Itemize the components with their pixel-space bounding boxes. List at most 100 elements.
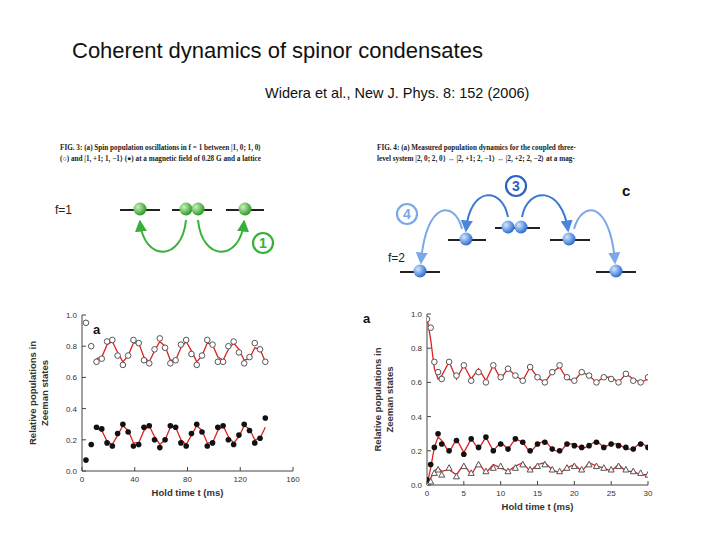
data-point <box>586 373 592 379</box>
y-tick-label: 0.4 <box>66 405 78 414</box>
y-tick <box>82 346 86 347</box>
data-point <box>189 431 195 437</box>
data-point <box>439 472 445 478</box>
data-point <box>586 461 592 467</box>
data-point <box>572 378 578 384</box>
data-point <box>549 446 555 452</box>
data-point <box>435 466 441 472</box>
data-point <box>141 357 147 363</box>
data-point <box>557 468 563 474</box>
data-point <box>131 443 137 449</box>
data-point <box>593 463 599 469</box>
data-point <box>99 426 105 432</box>
data-point <box>645 374 648 380</box>
data-point <box>131 337 137 343</box>
data-point <box>226 343 232 349</box>
data-point <box>146 361 152 367</box>
data-point <box>542 439 548 445</box>
data-point <box>461 363 467 369</box>
data-point <box>120 421 126 427</box>
atom <box>414 265 427 278</box>
data-point <box>204 443 210 449</box>
y-tick <box>427 314 431 315</box>
atom <box>180 203 193 216</box>
x-tick <box>187 467 188 471</box>
data-point <box>535 441 541 447</box>
data-point <box>215 359 221 365</box>
data-point <box>162 437 168 443</box>
panel-letter: a <box>93 322 101 337</box>
data-point <box>476 445 482 451</box>
transition-arrow <box>140 220 186 252</box>
atom <box>515 221 528 234</box>
data-point <box>527 466 533 472</box>
process-label: 1 <box>259 235 267 251</box>
plot-area <box>427 316 648 485</box>
data-point <box>236 350 242 356</box>
slide-title: Coherent dynamics of spinor condensates <box>72 38 483 63</box>
x-axis-title: Hold time t (ms) <box>152 487 224 498</box>
data-point <box>535 374 541 380</box>
citation: Widera et al., New J. Phys. 8: 152 (2006… <box>265 85 529 101</box>
data-point <box>513 373 519 379</box>
chart: 040801201600.00.20.40.60.81.0Hold time t… <box>27 311 300 498</box>
transition-arrow <box>574 210 615 262</box>
data-point <box>594 380 600 386</box>
data-point <box>104 440 110 446</box>
data-point <box>454 438 460 444</box>
data-point <box>136 442 142 448</box>
data-point <box>157 336 163 342</box>
level-label: f=1 <box>55 203 72 217</box>
data-point <box>204 337 210 343</box>
y-tick <box>427 348 431 349</box>
x-tick <box>648 481 649 485</box>
data-point <box>199 429 205 435</box>
process-label: 3 <box>512 178 520 194</box>
y-tick <box>427 416 431 417</box>
data-point <box>231 442 237 448</box>
data-point <box>594 439 600 445</box>
data-point <box>535 463 541 469</box>
y-axis <box>427 314 428 485</box>
data-point <box>173 357 179 363</box>
level-label: f=2 <box>388 251 405 265</box>
x-tick-label: 80 <box>183 475 192 484</box>
data-point <box>645 445 648 451</box>
y-tick-label: 0.0 <box>66 467 78 476</box>
data-point <box>432 445 438 451</box>
x-tick-label: 120 <box>234 475 248 484</box>
data-point <box>483 380 489 386</box>
data-point <box>199 353 205 359</box>
data-point <box>88 343 94 349</box>
data-point <box>152 437 158 443</box>
y-tick <box>82 408 86 409</box>
data-point <box>520 439 526 445</box>
y-axis-title: Relative populations inZeeman states <box>27 341 50 445</box>
data-point <box>428 478 434 484</box>
data-point <box>110 337 116 343</box>
transition-arrow <box>466 195 508 230</box>
data-point <box>608 376 614 382</box>
x-tick <box>134 467 135 471</box>
data-point <box>162 345 168 351</box>
data-point <box>88 442 94 448</box>
data-point <box>579 369 585 375</box>
data-point <box>178 342 184 348</box>
data-point <box>476 461 482 467</box>
caption-line: FIG. 3: (a) Spin population oscillations… <box>60 144 261 152</box>
x-tick-label: 0 <box>425 489 430 498</box>
data-point <box>638 441 644 447</box>
y-axis-title-line: Relative populations in <box>27 341 38 445</box>
atom <box>502 221 515 234</box>
data-point <box>94 359 100 365</box>
data-point <box>579 445 585 451</box>
data-point <box>427 316 430 322</box>
atom <box>192 203 205 216</box>
data-point <box>241 361 247 367</box>
background <box>0 0 720 540</box>
y-axis-title-line: Zeeman states <box>39 360 50 426</box>
data-point <box>136 340 142 346</box>
data-point <box>220 359 226 365</box>
data-point <box>542 461 548 467</box>
data-point <box>564 465 570 471</box>
